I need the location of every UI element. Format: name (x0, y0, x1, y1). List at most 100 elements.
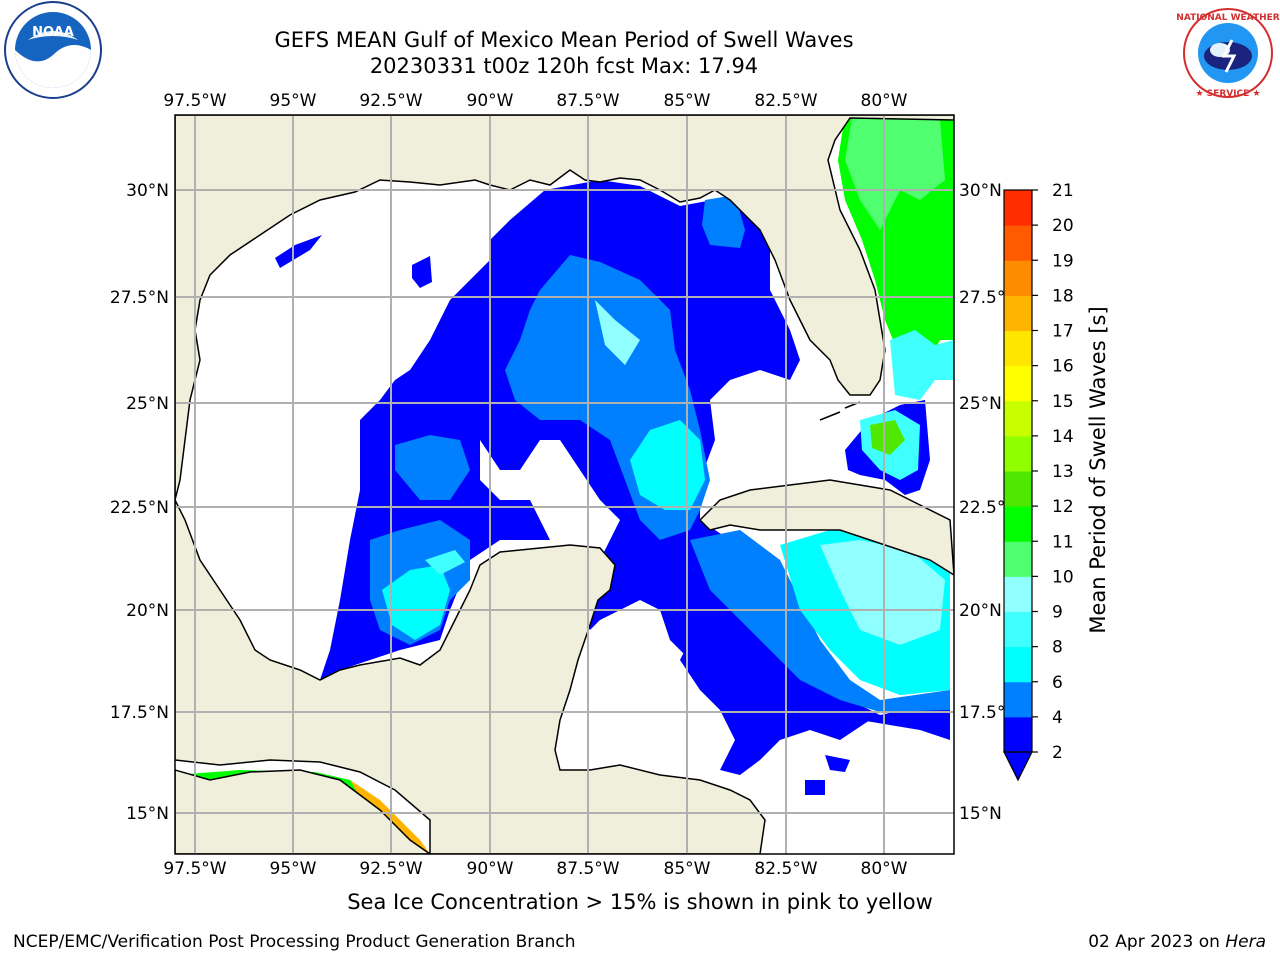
colorbar-tick-label: 2 (1052, 743, 1063, 763)
lon-tick-label: 85°W (664, 91, 711, 111)
land-us-north (175, 115, 954, 501)
lon-tick-label: 80°W (861, 859, 908, 879)
swell-field-mid-blue-car (690, 530, 950, 712)
footer-host: Hera (1225, 932, 1266, 952)
land-cuba (698, 479, 954, 576)
colorbar-extend-arrow (1003, 751, 1033, 782)
lon-tick-label: 80°W (861, 91, 908, 111)
lat-tick-label: 17.5°N (959, 703, 1018, 723)
lat-tick-label: 22.5°N (959, 498, 1018, 518)
footer-branch: NCEP/EMC/Verification Post Processing Pr… (13, 932, 576, 952)
map-frame (174, 114, 955, 855)
lon-tick-label: 95°W (270, 91, 317, 111)
lat-tick-label: 27.5°N (959, 288, 1018, 308)
lon-tick-label: 97.5°W (163, 91, 226, 111)
swell-field-lightcyan-caribbean (820, 540, 945, 645)
colorbar-bin (1004, 646, 1032, 683)
chart-subtitle: 20230331 t00z 120h fcst Max: 17.94 (369, 54, 759, 78)
colorbar-tick-label: 13 (1052, 462, 1074, 482)
swell-field-blue-patch3 (805, 780, 825, 795)
colorbar-tick-label: 10 (1052, 567, 1074, 587)
footer-date: 02 Apr 2023 on Hera (1088, 932, 1266, 952)
colorbar-bin (1004, 365, 1032, 402)
lat-tick-label: 30°N (959, 181, 1002, 201)
colorbar-bin (1004, 400, 1032, 437)
colorbar-label: Mean Period of Swell Waves [s] (1086, 306, 1110, 633)
lon-tick-label: 82.5°W (754, 859, 817, 879)
nws-logo-icon: NATIONAL WEATHER ★ SERVICE ★ (1176, 8, 1280, 99)
land-mexico (175, 499, 766, 854)
colorbar-tick-label: 12 (1052, 497, 1074, 517)
footer-date-text: 02 Apr 2023 on (1088, 932, 1226, 952)
colorbar-bin (1004, 295, 1032, 331)
colorbar-tick-label: 20 (1052, 216, 1074, 236)
lat-tick-label: 15°N (126, 804, 169, 824)
colorbar-bin (1004, 330, 1032, 367)
lat-tick-label: 22.5°N (110, 498, 169, 518)
colorbar-tick-label: 4 (1052, 708, 1063, 728)
lon-tick-label: 85°W (664, 859, 711, 879)
lon-tick-label: 90°W (467, 91, 514, 111)
lat-ticks-right: 30°N 27.5°N 25°N 22.5°N 20°N 17.5°N 15°N (959, 181, 1018, 824)
colorbar-bin (1004, 190, 1032, 226)
lat-tick-label: 25°N (959, 394, 1002, 414)
colorbar-bin (1004, 435, 1032, 472)
lon-tick-label: 92.5°W (359, 859, 422, 879)
colorbar-tick-label: 18 (1052, 286, 1074, 306)
lat-tick-label: 17.5°N (110, 703, 169, 723)
lat-tick-label: 20°N (959, 601, 1002, 621)
swell-field-mid-blue-west (395, 435, 470, 500)
swell-field-lightcyan-ul (595, 300, 640, 365)
swell-field-cyan-atlantic (890, 330, 954, 400)
chart-title: GEFS MEAN Gulf of Mexico Mean Period of … (274, 28, 854, 52)
swell-field-cyan-bay (382, 565, 450, 640)
lat-tick-label: 15°N (959, 804, 1002, 824)
lat-tick-label: 20°N (126, 601, 169, 621)
noaa-logo-icon: NOAA (4, 1, 102, 99)
swell-field-blue-caribbean (680, 600, 870, 775)
swell-field-mid-blue-east (702, 195, 745, 248)
lon-ticks-bottom: 97.5°W 95°W 92.5°W 90°W 87.5°W 85°W 82.5… (163, 859, 907, 879)
lon-tick-label: 92.5°W (359, 91, 422, 111)
lon-tick-label: 95°W (270, 859, 317, 879)
colorbar-tick-label: 15 (1052, 392, 1074, 412)
svg-text:NOAA: NOAA (32, 25, 74, 40)
colorbar-tick-label: 9 (1052, 603, 1063, 623)
swell-field-cyan-patch (425, 550, 465, 575)
colorbar-bin (1004, 225, 1032, 261)
colorbar-tick-label: 16 (1052, 357, 1074, 377)
lon-tick-label: 82.5°W (754, 91, 817, 111)
colorbar: 2 4 6 8 9 10 11 12 13 14 15 16 17 18 19 20 21 (1003, 181, 1074, 782)
colorbar-bin (1004, 541, 1032, 577)
lon-tick-label: 97.5°W (163, 859, 226, 879)
svg-text:★ SERVICE ★: ★ SERVICE ★ (1195, 89, 1260, 99)
swell-field-blue-patch4 (825, 755, 850, 772)
sea-ice-note: Sea Ice Concentration > 15% is shown in … (347, 890, 933, 914)
graticule (175, 115, 954, 854)
colorbar-tick-label: 8 (1052, 638, 1063, 658)
colorbar-tick-label: 19 (1052, 251, 1074, 271)
swell-field-lightgreen-atlantic (845, 118, 945, 230)
colorbar-tick-label: 6 (1052, 673, 1063, 693)
colorbar-tick-label: 11 (1052, 532, 1074, 552)
lat-tick-label: 27.5°N (110, 288, 169, 308)
colorbar-bin (1004, 576, 1032, 612)
lon-tick-label: 87.5°W (556, 91, 619, 111)
colorbar-bin (1004, 611, 1032, 648)
colorbar-bin (1004, 716, 1032, 753)
swell-field-blue-patch2 (412, 256, 432, 288)
colorbar-bin (1004, 506, 1032, 542)
swell-field-blue-patch (275, 235, 322, 268)
colorbar-tick-label: 14 (1052, 427, 1074, 447)
lon-tick-label: 87.5°W (556, 859, 619, 879)
colorbar-tick-label: 17 (1052, 322, 1074, 342)
lon-tick-label: 90°W (467, 859, 514, 879)
lat-tick-label: 25°N (126, 394, 169, 414)
colorbar-bin (1004, 260, 1032, 296)
lon-ticks-top: 97.5°W 95°W 92.5°W 90°W 87.5°W 85°W 82.5… (163, 91, 907, 111)
lat-ticks-left: 30°N 27.5°N 25°N 22.5°N 20°N 17.5°N 15°N (110, 181, 169, 824)
svg-text:NATIONAL WEATHER: NATIONAL WEATHER (1176, 13, 1279, 23)
colorbar-tick-label: 21 (1052, 181, 1074, 201)
lat-tick-label: 30°N (126, 181, 169, 201)
